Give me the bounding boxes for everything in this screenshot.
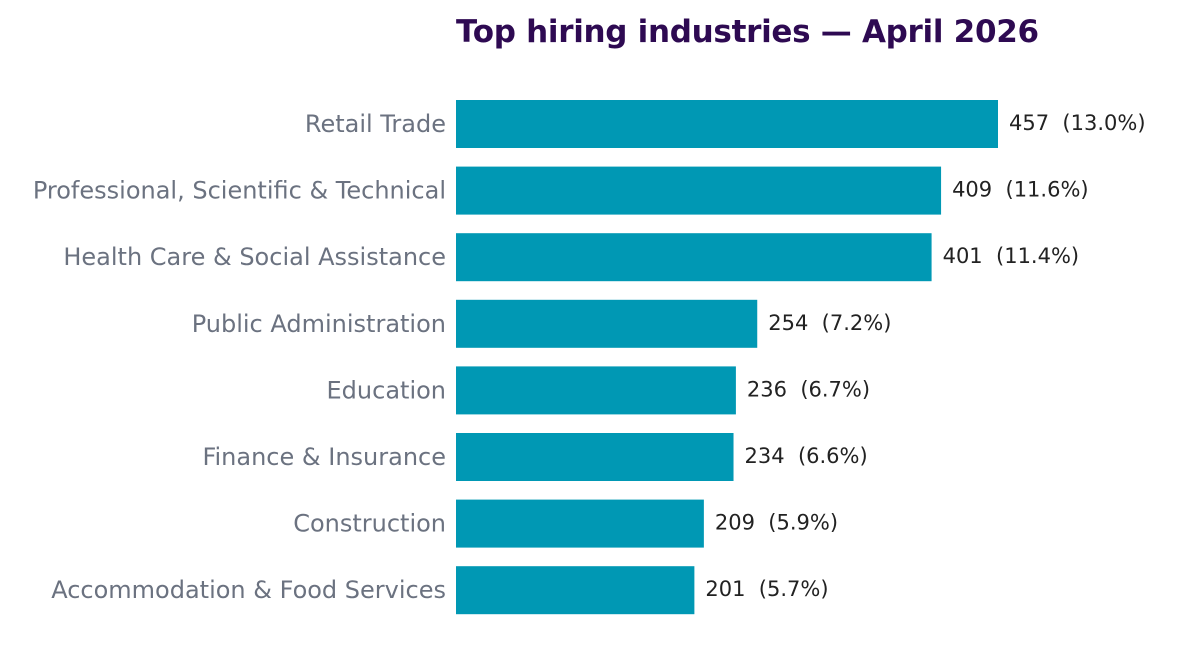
category-label: Health Care & Social Assistance [63, 243, 446, 271]
bar [456, 566, 695, 615]
bar [456, 433, 734, 481]
category-label: Construction [293, 510, 446, 538]
bar [456, 366, 736, 415]
value-label: 409 (11.6%) [952, 178, 1089, 202]
category-label: Professional, Scientific & Technical [33, 177, 446, 205]
value-label: 234 (6.6%) [745, 444, 868, 468]
bar [456, 233, 932, 282]
value-label: 457 (13.0%) [1009, 111, 1146, 135]
bar [456, 100, 998, 148]
value-label: 236 (6.7%) [747, 377, 870, 401]
category-label: Education [327, 376, 446, 404]
bar [456, 499, 704, 548]
value-label: 209 (5.9%) [715, 511, 838, 535]
category-label: Accommodation & Food Services [51, 576, 446, 604]
category-label: Finance & Insurance [202, 443, 446, 471]
value-label: 401 (11.4%) [943, 244, 1080, 268]
category-label: Retail Trade [305, 110, 446, 138]
bar [456, 299, 758, 348]
value-label: 201 (5.7%) [705, 577, 828, 601]
bar [456, 166, 942, 215]
chart-title: Top hiring industries — April 2026 [456, 14, 1039, 50]
value-label: 254 (7.2%) [768, 311, 891, 335]
category-label: Public Administration [192, 310, 446, 338]
